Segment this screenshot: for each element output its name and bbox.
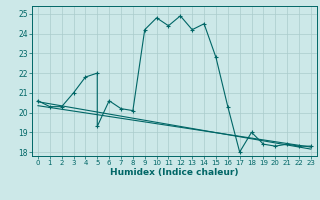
X-axis label: Humidex (Indice chaleur): Humidex (Indice chaleur) <box>110 168 239 177</box>
